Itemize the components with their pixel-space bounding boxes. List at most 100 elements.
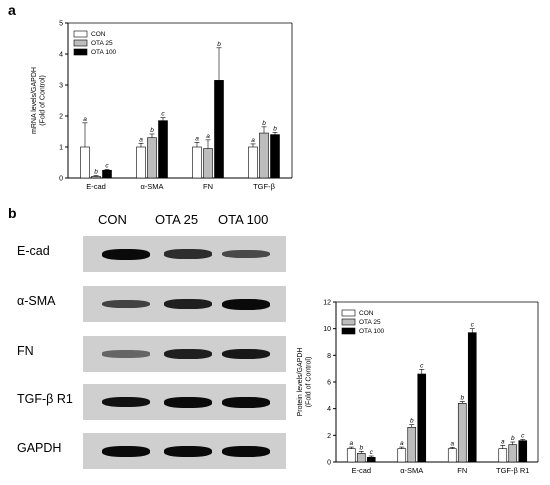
blot-strip: [83, 336, 286, 372]
blot-strip: [83, 286, 286, 322]
blot-band: [164, 249, 212, 259]
blot-band: [164, 298, 212, 310]
significance-letter: b: [511, 435, 515, 442]
blot-band: [102, 445, 150, 457]
legend-swatch: [73, 30, 88, 38]
bar: [417, 373, 427, 463]
significance-letter: a: [400, 440, 404, 447]
significance-letter: a: [501, 438, 505, 445]
significance-letter: b: [217, 41, 221, 48]
blot-label: FN: [17, 344, 34, 358]
y-axis-label: Protein levels/GAPDH: [297, 348, 304, 417]
blot-band: [222, 249, 270, 259]
lane-label-ota25: OTA 25: [155, 212, 199, 227]
blot-band: [222, 298, 270, 310]
lane-label-con: CON: [98, 212, 127, 227]
significance-letter: c: [370, 449, 374, 456]
y-tick-label: 3: [59, 83, 63, 90]
significance-letter: c: [471, 322, 475, 329]
bar: [80, 146, 90, 179]
blot-band: [164, 348, 212, 360]
x-tick-label: E-cad: [86, 182, 106, 191]
y-tick-label: 4: [59, 52, 63, 59]
significance-letter: a: [83, 116, 87, 123]
significance-letter: b: [94, 169, 98, 176]
y-tick-label: 0: [59, 176, 63, 183]
bar: [203, 148, 213, 179]
significance-letter: c: [521, 432, 525, 439]
y-axis-label: mRNA levels/GAPDH: [31, 67, 38, 134]
y-tick-label: 5: [59, 21, 63, 28]
bar: [518, 440, 528, 463]
blot-label: GAPDH: [17, 441, 62, 455]
blot-band: [102, 299, 150, 309]
x-tick-label: TGF-β: [253, 182, 275, 191]
y-tick-label: 6: [327, 380, 331, 387]
mrna-bar-chart: 0 1 2 3 4 5 mRNA levels/GAPDH (Fold of Control)…: [31, 21, 293, 191]
legend-label: CON: [91, 31, 106, 38]
blot-band: [222, 445, 270, 457]
blot-band: [102, 396, 150, 408]
bar: [248, 146, 258, 179]
y-tick-label: 12: [323, 300, 331, 307]
bar: [270, 134, 280, 179]
panel-a-letter: a: [8, 2, 16, 18]
bar: [192, 146, 202, 179]
significance-letter: a: [450, 440, 454, 447]
x-tick-label: FN: [457, 466, 467, 475]
significance-letter: a: [139, 136, 143, 143]
bar: [447, 448, 457, 463]
legend-swatch: [73, 48, 88, 56]
legend-label: OTA 100: [91, 49, 117, 56]
significance-letter: b: [150, 127, 154, 134]
blot-band: [164, 396, 212, 408]
bar: [346, 448, 356, 463]
legend-label: OTA 25: [359, 319, 381, 326]
bar: [407, 427, 417, 463]
y-tick-label: 4: [327, 406, 331, 413]
significance-letter: b: [273, 125, 277, 132]
y-tick-label: 2: [327, 433, 331, 440]
significance-letter: b: [262, 120, 266, 127]
significance-letter: b: [460, 394, 464, 401]
legend-swatch: [341, 309, 356, 317]
bar: [498, 448, 508, 463]
blot-band: [164, 445, 212, 457]
bar: [457, 403, 467, 463]
protein-bar-chart: 0 2 4 6 8 10 12 Protein levels/GAPDH (Fold of Co…: [297, 300, 539, 475]
bar: [366, 457, 376, 463]
significance-letter: a: [206, 133, 210, 140]
x-tick-label: α-SMA: [400, 466, 423, 475]
x-tick-label: TGF-β R1: [496, 466, 529, 475]
blot-band: [222, 348, 270, 360]
y-tick-label: 0: [327, 460, 331, 467]
significance-letter: b: [359, 444, 363, 451]
y-tick-label: 2: [59, 114, 63, 121]
legend-swatch: [341, 327, 356, 335]
blot-label: E-cad: [17, 244, 50, 258]
blot-band: [102, 350, 150, 358]
blot-band: [222, 396, 270, 408]
blot-strip: [83, 384, 286, 420]
x-tick-label: α-SMA: [140, 182, 163, 191]
blot-label: α-SMA: [17, 294, 56, 308]
bar: [136, 146, 146, 179]
significance-letter: a: [195, 135, 199, 142]
y-tick-label: 1: [59, 145, 63, 152]
legend-label: CON: [359, 310, 374, 317]
panel-b-letter: b: [8, 205, 17, 221]
lane-label-ota100: OTA 100: [218, 212, 269, 227]
significance-letter: c: [420, 362, 424, 369]
legend-label: OTA 25: [91, 40, 113, 47]
bar: [467, 332, 477, 463]
legend-swatch: [73, 39, 88, 47]
significance-letter: c: [161, 111, 165, 118]
blot-label: TGF-β R1: [17, 392, 73, 406]
bar: [508, 444, 518, 463]
bar: [214, 80, 224, 179]
legend-label: OTA 100: [359, 328, 385, 335]
blot-band: [102, 248, 150, 260]
bar: [356, 453, 366, 463]
blot-strip: [83, 433, 286, 469]
significance-letter: a: [349, 440, 353, 447]
